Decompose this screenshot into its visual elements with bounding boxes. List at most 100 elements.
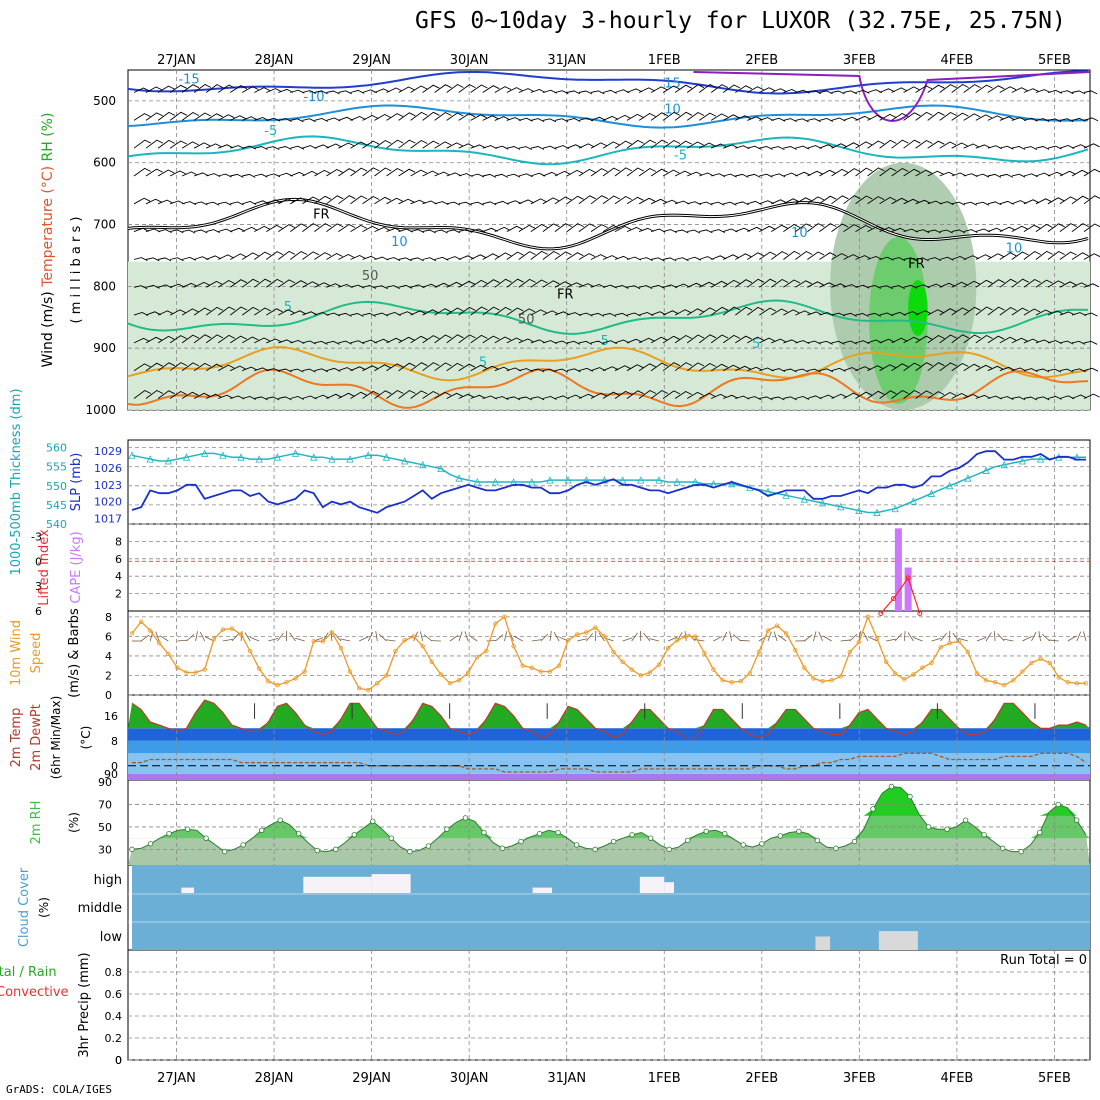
thickness-marker xyxy=(964,474,972,482)
wind-barb xyxy=(422,283,438,288)
wind-barb xyxy=(807,395,822,400)
wind10m-barb xyxy=(894,633,903,642)
wind10m-barb xyxy=(468,635,478,642)
wind-barb xyxy=(494,200,509,205)
precip-tick-2: 0.4 xyxy=(105,1010,123,1023)
wind-barb xyxy=(1023,173,1038,178)
wind-barb xyxy=(434,171,451,177)
wind-barb xyxy=(302,251,320,260)
contour-label-0: -15 xyxy=(178,73,199,88)
wind10m-point xyxy=(329,630,335,635)
wind-barb xyxy=(903,362,921,372)
wind-barb xyxy=(795,310,811,316)
wind-barb xyxy=(1011,278,1029,288)
wind-barb xyxy=(843,224,861,232)
wind-barb xyxy=(542,368,557,373)
wind-barb xyxy=(410,335,428,344)
wind-barb xyxy=(434,201,449,206)
wind-barb xyxy=(855,366,872,372)
wind10m-point xyxy=(1083,681,1089,686)
wind-barb xyxy=(530,198,547,205)
wind-barb xyxy=(1071,195,1089,205)
rh2m-point xyxy=(703,828,709,835)
wind10m-point xyxy=(565,638,571,643)
wind10m-barb xyxy=(777,634,787,642)
wind10m-point xyxy=(992,680,998,685)
wind-barb xyxy=(206,201,220,206)
rh2m-point xyxy=(999,845,1006,851)
wind-barb xyxy=(266,199,282,205)
slp-tick-1: 1020 xyxy=(94,496,122,509)
wind-barb xyxy=(1071,340,1086,345)
wind-barb xyxy=(458,280,476,288)
thickness-marker xyxy=(618,476,627,484)
wind-barb xyxy=(759,225,776,232)
wind-barb xyxy=(915,284,930,289)
wind-barb xyxy=(674,257,689,262)
wind-barb xyxy=(350,284,365,289)
wind-barb xyxy=(242,366,258,372)
rh2m-point xyxy=(740,842,747,848)
wind-barb xyxy=(903,284,918,289)
wind-barb xyxy=(975,364,993,372)
wind10m-point xyxy=(611,649,616,655)
wind-barb xyxy=(229,85,248,93)
wind-barb xyxy=(434,391,452,399)
wind10m-barb xyxy=(244,632,251,642)
wind-barb xyxy=(891,197,908,205)
rh2m-point xyxy=(962,817,969,823)
temp-tick-90: 90 xyxy=(104,768,118,781)
wind-barb xyxy=(771,338,787,344)
wind-barb xyxy=(1023,250,1041,260)
wind10m-point xyxy=(129,631,135,636)
wind-barb xyxy=(963,280,981,288)
contour-label-2: -5 xyxy=(264,124,277,139)
wind10m-barb xyxy=(958,637,968,642)
wind-barb xyxy=(229,253,247,260)
wind-barb xyxy=(771,368,786,373)
wind-barb xyxy=(879,390,897,399)
wind-barb xyxy=(566,90,581,95)
wind-barb xyxy=(1083,143,1100,149)
wind-barb xyxy=(374,390,392,399)
wind-barb xyxy=(254,225,271,232)
wind-barb xyxy=(350,116,366,121)
rh-shade-2 xyxy=(420,274,528,410)
wind-barb xyxy=(939,141,957,149)
wind-barb xyxy=(350,141,368,149)
wind-barb xyxy=(963,363,981,372)
wind-barb xyxy=(386,285,400,290)
wind-barb xyxy=(843,195,861,205)
wind-barb xyxy=(927,229,942,234)
wind-barb xyxy=(1023,368,1038,373)
wind10m-barb xyxy=(840,639,851,642)
rh2m-point xyxy=(277,817,283,823)
rh2m-fill-high xyxy=(128,786,1090,816)
wind-barb xyxy=(338,340,352,345)
wind-barb xyxy=(638,257,653,262)
wind-barb xyxy=(518,308,536,316)
wind-barb xyxy=(302,90,317,95)
slp-tick-4: 1029 xyxy=(94,445,122,458)
wind-barb xyxy=(314,90,328,95)
wind-barb xyxy=(482,253,500,260)
wind-barb xyxy=(951,142,968,149)
wind-barb xyxy=(951,229,966,234)
wind-barb xyxy=(590,142,608,149)
wind-barb xyxy=(891,285,905,290)
wind10m-point xyxy=(756,649,762,655)
wind-barb xyxy=(626,167,645,177)
wind-barb xyxy=(879,256,894,261)
wind-barb xyxy=(446,172,462,177)
wind-barb xyxy=(747,226,763,233)
wind10m-point xyxy=(184,670,189,675)
wind-barb xyxy=(229,335,247,344)
wind-barb xyxy=(1011,146,1026,150)
rh2m-point xyxy=(425,843,432,849)
precip-ylabel-conv: Convective xyxy=(0,985,69,1000)
wind-barb xyxy=(530,223,548,232)
wind-barb xyxy=(241,86,259,93)
wind-barb xyxy=(506,225,523,232)
wind-barb xyxy=(193,334,212,344)
wind-barb xyxy=(650,228,666,233)
